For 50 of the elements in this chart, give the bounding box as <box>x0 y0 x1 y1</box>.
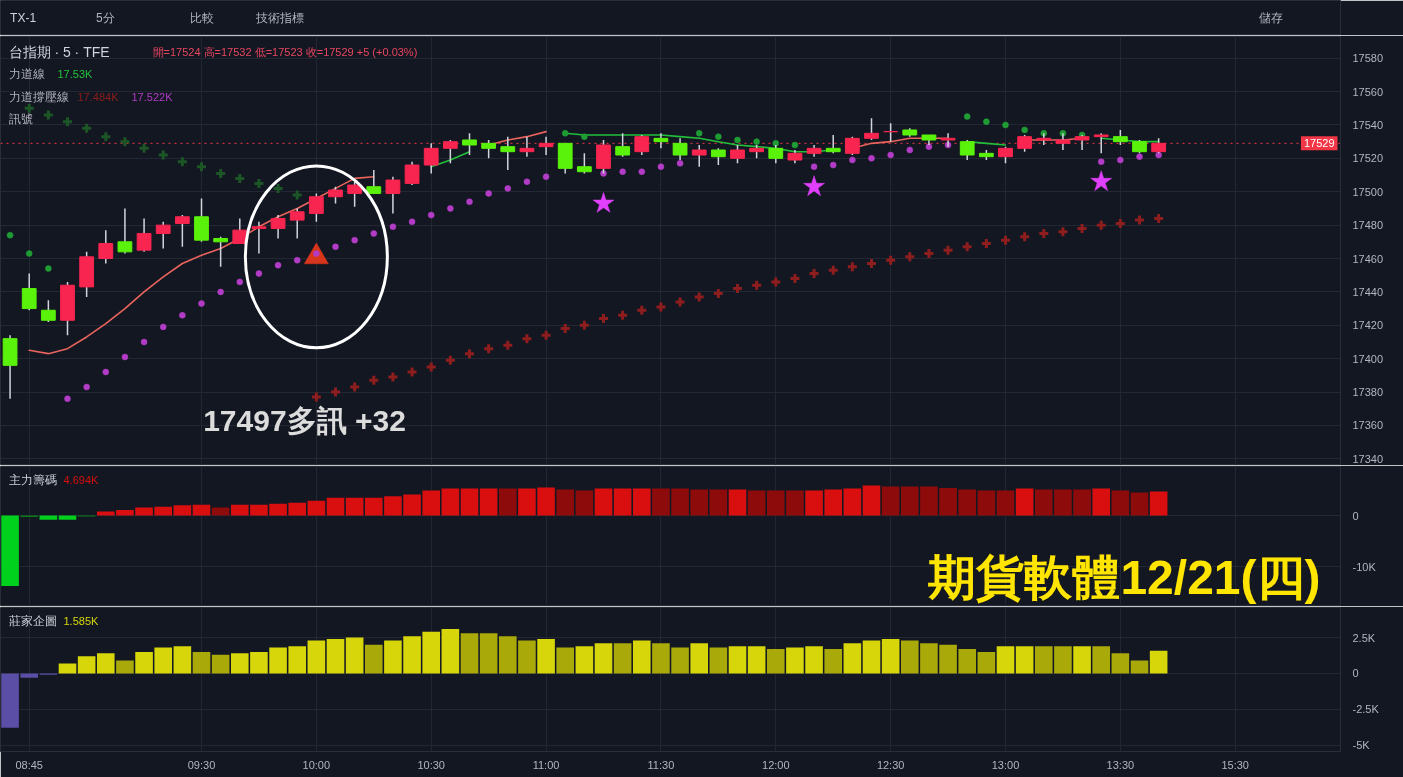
text: 開=17524 高=17532 低=17523 收=17529 +5 (+0.03%) <box>152 45 418 58</box>
y-tick-label: 17440 <box>1352 285 1384 298</box>
ref-line-label: 17529 <box>1303 137 1335 150</box>
annotation: 1.585K <box>63 614 100 627</box>
y-tick-label: 0 <box>1352 509 1359 522</box>
text: 技術指標 <box>255 11 305 25</box>
y-tick-label: 17420 <box>1352 319 1384 332</box>
y-tick-label: -5K <box>1352 739 1371 752</box>
y-tick-label: 17500 <box>1352 185 1384 198</box>
y-tick-label: 17480 <box>1352 219 1384 232</box>
annotation: 17497多訊 +32 <box>203 404 406 437</box>
y-tick-label: 17360 <box>1352 419 1384 432</box>
y-tick-label: 0 <box>1352 667 1359 680</box>
y-tick-label: 2.5K <box>1352 631 1376 644</box>
annotation: 4.694K <box>63 473 100 486</box>
text: 比較 <box>189 11 214 25</box>
y-tick-label: 17560 <box>1352 85 1384 98</box>
x-tick-label: 13:00 <box>991 758 1020 771</box>
annotation: 期貨軟體12/21(四) <box>927 550 1321 604</box>
y-tick-label: -10K <box>1352 560 1377 573</box>
annotation: 17.484K <box>77 90 120 103</box>
text: TX-1 <box>10 11 37 25</box>
y-tick-label: 17520 <box>1352 152 1384 165</box>
annotation: 17.53K <box>57 67 94 80</box>
y-tick-label: -2.5K <box>1352 703 1380 716</box>
x-tick-label: 13:30 <box>1106 758 1135 771</box>
x-tick-label: 10:30 <box>417 758 445 771</box>
annotation: 17.522K <box>131 90 174 103</box>
x-tick-label: 08:45 <box>15 758 43 771</box>
y-tick-label: 17400 <box>1352 352 1384 365</box>
x-tick-label: 09:30 <box>187 758 216 771</box>
x-tick-label: 12:00 <box>762 758 790 771</box>
annotation: 訊號 <box>8 111 33 126</box>
text: 台指期 · 5 · TFE <box>8 43 110 60</box>
y-tick-label: 17580 <box>1352 52 1384 65</box>
x-tick-label: 10:00 <box>302 758 331 771</box>
y-tick-label: 17340 <box>1352 452 1384 465</box>
text: 儲存 <box>1259 11 1284 25</box>
x-tick-label: 11:00 <box>532 758 560 771</box>
y-tick-label: 17380 <box>1352 386 1384 399</box>
annotation: 力道線 <box>8 66 45 81</box>
x-tick-label: 11:30 <box>647 758 675 771</box>
text: 莊家企圖 <box>8 613 57 628</box>
x-tick-label: 15:30 <box>1221 758 1249 771</box>
x-tick-label: 12:30 <box>876 758 905 771</box>
text: 5分 <box>96 11 115 25</box>
y-tick-label: 17540 <box>1352 118 1384 131</box>
y-tick-label: 17460 <box>1352 252 1384 265</box>
text: 主力籌碼 <box>8 472 57 487</box>
annotation: 力道撐壓線 <box>8 89 69 104</box>
